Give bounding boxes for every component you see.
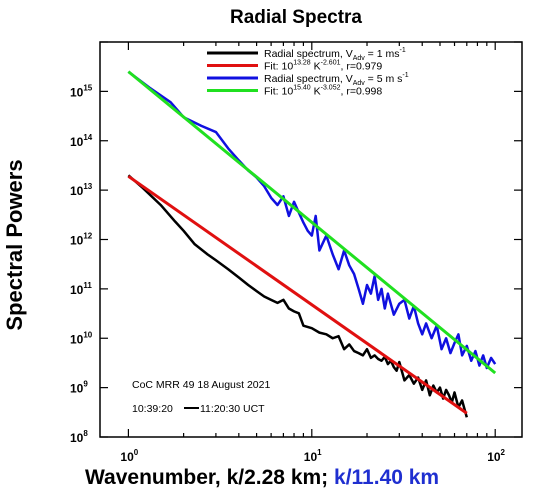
y-tick-label: 1014 (70, 133, 93, 149)
legend-label-1: Fit: 1013.28 K-2.601, r=0.979 (264, 60, 382, 73)
data-annotation: CoC MRR 49 18 August 2021 10:39:20 11:20… (132, 379, 270, 415)
y-axis-title: Spectral Powers (2, 159, 27, 330)
y-tick-label: 108 (70, 429, 88, 445)
annotation-time-start: 10:39:20 (132, 403, 173, 415)
x-axis-title: Wavenumber, k/2.28 km; k/11.40 km (85, 466, 545, 490)
y-tick-label: 1013 (70, 182, 93, 198)
x-tick-label: 100 (120, 448, 138, 464)
x-tick-label: 101 (304, 448, 322, 464)
series-line-0 (127, 174, 468, 418)
x-axis-title-primary: Wavenumber, k/2.28 km; (85, 466, 329, 489)
y-tick-label: 109 (70, 380, 88, 396)
y-tick-label: 1011 (70, 281, 92, 297)
legend-label-0: Radial spectrum, VAdv = 1 ms-1 (264, 47, 406, 62)
x-axis-title-secondary: k/11.40 km (334, 466, 440, 489)
series-fit-line-1 (127, 175, 468, 415)
axis-ticks (100, 41, 522, 438)
y-tick-label: 1012 (70, 232, 93, 248)
y-tick-label: 1015 (70, 83, 93, 99)
chart-title: Radial Spectra (230, 7, 362, 28)
x-axis-tick-labels: 100 101 102 (120, 448, 505, 464)
x-tick-label: 102 (487, 448, 505, 464)
legend-label-3: Fit: 1015.40 K-3.052, r=0.998 (264, 85, 382, 98)
y-tick-label: 1010 (70, 330, 93, 346)
series-line-2 (127, 70, 497, 370)
annotation-date: CoC MRR 49 18 August 2021 (132, 379, 270, 391)
y-axis-tick-labels: 108 109 1010 1011 1012 1013 1014 1015 (70, 83, 93, 445)
series-fit-line-3 (127, 70, 497, 375)
annotation-time-end: 11:20:30 UCT (200, 403, 265, 415)
series-layer (127, 70, 497, 418)
legend-label-2: Radial spectrum, VAdv = 5 m s-1 (264, 72, 409, 87)
